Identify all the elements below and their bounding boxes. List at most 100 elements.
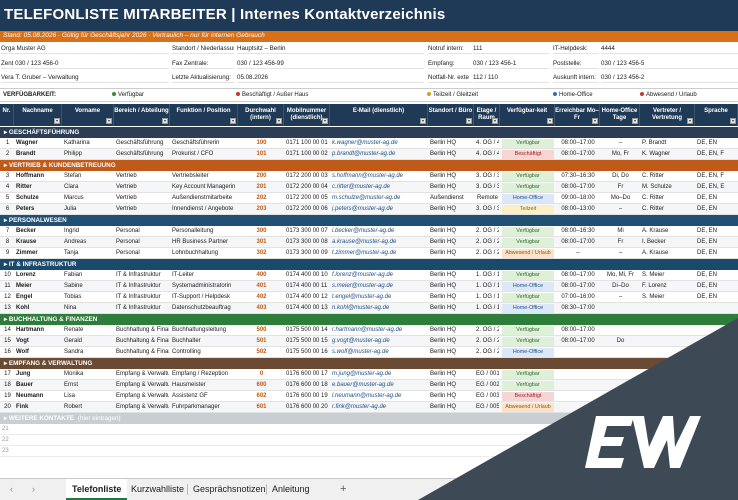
position-cell[interactable]: Buchhalter — [172, 338, 201, 344]
extension-cell[interactable]: 600 — [256, 382, 267, 388]
row-number-cell[interactable]: 8 — [5, 239, 10, 245]
location-cell[interactable]: Berlin HQ — [430, 393, 457, 399]
department-cell[interactable]: IT & Infrastruktur — [116, 272, 161, 278]
col-verfuegbarkeit-header[interactable]: Verfügbar-keit — [500, 104, 555, 126]
deputy-cell[interactable]: K. Wagner — [642, 151, 671, 157]
last-name-cell[interactable]: Hartmann — [16, 327, 45, 333]
last-name-cell[interactable]: Wolf — [16, 349, 29, 355]
table-row[interactable]: 19 Neumann Lisa Empfang & Verwaltur Assisten… — [0, 391, 738, 402]
position-cell[interactable]: Systemadministratorin — [172, 283, 232, 289]
availability-cell[interactable]: Verfügbar — [502, 138, 554, 149]
col-email-header[interactable]: E-Mail (dienstlich) — [330, 104, 428, 126]
col-sprache-header[interactable]: Sprache — [695, 104, 738, 126]
extension-cell[interactable]: 200 — [256, 173, 267, 179]
first-name-cell[interactable]: Fabian — [64, 272, 83, 278]
hours-cell[interactable]: 08:00–17:00 — [561, 327, 595, 333]
location-cell[interactable]: Berlin HQ — [430, 206, 457, 212]
table-row[interactable]: 16 Wolf Sandra Buchhaltung & Finan Controlli… — [0, 347, 738, 358]
section-header[interactable]: ▸ IT & INFRASTRUKTUR — [0, 259, 738, 270]
extension-cell[interactable]: 300 — [256, 228, 267, 234]
floor-room-cell[interactable]: 3. OG / 312 — [476, 173, 499, 179]
location-cell[interactable]: Berlin HQ — [430, 228, 457, 234]
home-office-days-cell[interactable]: – — [618, 140, 623, 146]
availability-cell[interactable]: Verfügbar — [502, 182, 554, 193]
home-office-days-cell[interactable] — [602, 380, 639, 391]
languages-cell[interactable] — [697, 303, 737, 314]
email-cell[interactable]: m.jung@muster-ag.de — [332, 371, 392, 377]
filter-dropdown-icon[interactable] — [592, 118, 598, 124]
deputy-cell[interactable]: A. Krause — [642, 250, 669, 256]
languages-cell[interactable]: DE, EN — [697, 195, 718, 201]
extension-cell[interactable]: 502 — [256, 349, 267, 355]
hours-cell[interactable]: 07:30–16:30 — [561, 173, 595, 179]
languages-cell[interactable]: DE, EN — [697, 140, 718, 146]
filter-dropdown-icon[interactable] — [54, 118, 60, 124]
email-cell[interactable]: i.becker@muster-ag.de — [332, 228, 395, 234]
deputy-cell[interactable]: S. Meier — [642, 294, 665, 300]
standort-value[interactable]: Hauptsitz – Berlin — [237, 44, 424, 54]
email-cell[interactable]: t.zimmer@muster-ag.de — [332, 250, 397, 256]
location-cell[interactable]: Berlin HQ — [430, 239, 457, 245]
col-mobil-header[interactable]: Mobilnummer (dienstlich) — [284, 104, 330, 126]
department-cell[interactable]: Personal — [116, 250, 140, 256]
tab-anleitung[interactable]: Anleitung — [272, 484, 310, 494]
deputy-cell[interactable] — [642, 303, 694, 314]
deputy-cell[interactable] — [642, 391, 694, 402]
department-cell[interactable]: IT & Infrastruktur — [116, 305, 161, 311]
last-name-cell[interactable]: Ritter — [16, 184, 32, 190]
filter-dropdown-icon[interactable] — [466, 118, 472, 124]
floor-room-cell[interactable]: 4. OG / 402 — [476, 151, 499, 157]
home-office-days-cell[interactable] — [602, 347, 639, 358]
mobile-number-cell[interactable]: 0172 200 00 06 — [286, 206, 328, 212]
location-cell[interactable]: Berlin HQ — [430, 140, 457, 146]
first-name-cell[interactable]: Ingrid — [64, 228, 80, 234]
position-cell[interactable]: Controlling — [172, 349, 201, 355]
table-row[interactable]: 17 Jung Monika Empfang & Verwaltur Empfang /… — [0, 369, 738, 380]
extension-cell[interactable]: 602 — [256, 393, 267, 399]
table-row[interactable]: 11 Meier Sabine IT & Infrastruktur Systemadm… — [0, 281, 738, 292]
email-cell[interactable]: p.brandt@muster-ag.de — [332, 151, 396, 157]
email-cell[interactable]: n.kohl@muster-ag.de — [332, 305, 390, 311]
row-number-cell[interactable]: 15 — [4, 338, 11, 344]
filter-dropdown-icon[interactable] — [730, 118, 736, 124]
hours-cell[interactable]: 08:00–16:30 — [561, 228, 595, 234]
tab-prev-icon[interactable]: ‹ — [10, 484, 13, 494]
extension-cell[interactable]: 302 — [256, 250, 267, 256]
table-row[interactable]: 1 Wagner Katharina Geschäftsführung Geschäft… — [0, 138, 738, 149]
table-row[interactable]: 7 Becker Ingrid Personal Personalleitung 300 0… — [0, 226, 738, 237]
deputy-cell[interactable]: F. Lorenz — [642, 283, 667, 289]
location-cell[interactable]: Berlin HQ — [430, 338, 457, 344]
filter-dropdown-icon[interactable] — [276, 118, 282, 124]
languages-cell[interactable] — [697, 369, 737, 380]
deputy-cell[interactable]: C. Ritter — [642, 195, 665, 201]
row-number-cell[interactable]: 2 — [5, 151, 10, 157]
mobile-number-cell[interactable]: 0176 600 00 17 — [286, 371, 328, 377]
row-number-cell[interactable]: 9 — [5, 250, 10, 256]
filter-dropdown-icon[interactable] — [322, 118, 328, 124]
row-number-cell[interactable]: 19 — [4, 393, 11, 399]
first-name-cell[interactable]: Renate — [64, 327, 84, 333]
row-number-cell[interactable]: 11 — [4, 283, 11, 289]
location-cell[interactable]: Außendienst — [430, 195, 464, 201]
table-row[interactable]: 8 Krause Andreas Personal HR Business Partne… — [0, 237, 738, 248]
extension-cell[interactable]: 301 — [256, 239, 267, 245]
availability-cell[interactable]: Verfügbar — [502, 226, 554, 237]
floor-room-cell[interactable]: EG / 005 — [476, 404, 499, 410]
languages-cell[interactable] — [697, 391, 737, 402]
col-funktion-header[interactable]: Funktion / Position — [170, 104, 238, 126]
floor-room-cell[interactable]: EG / 003 — [476, 393, 499, 399]
department-cell[interactable]: Empfang & Verwaltur — [116, 382, 169, 388]
col-vorname-header[interactable]: Vorname — [62, 104, 114, 126]
home-office-days-cell[interactable] — [602, 402, 639, 413]
hours-cell[interactable]: 08:00–17:00 — [561, 272, 595, 278]
availability-cell[interactable]: Abwesend / Urlaub — [502, 402, 554, 413]
home-office-days-cell[interactable]: Mi — [617, 228, 624, 234]
extension-cell[interactable]: 203 — [256, 206, 267, 212]
last-name-cell[interactable]: Neumann — [16, 393, 44, 399]
position-cell[interactable]: Key Account Managerin — [172, 184, 236, 190]
first-name-cell[interactable]: Tobias — [64, 294, 82, 300]
department-cell[interactable]: Empfang & Verwaltur — [116, 371, 169, 377]
availability-cell[interactable]: Verfügbar — [502, 292, 554, 303]
location-cell[interactable]: Berlin HQ — [430, 250, 457, 256]
hours-cell[interactable]: 09:00–18:00 — [561, 195, 595, 201]
